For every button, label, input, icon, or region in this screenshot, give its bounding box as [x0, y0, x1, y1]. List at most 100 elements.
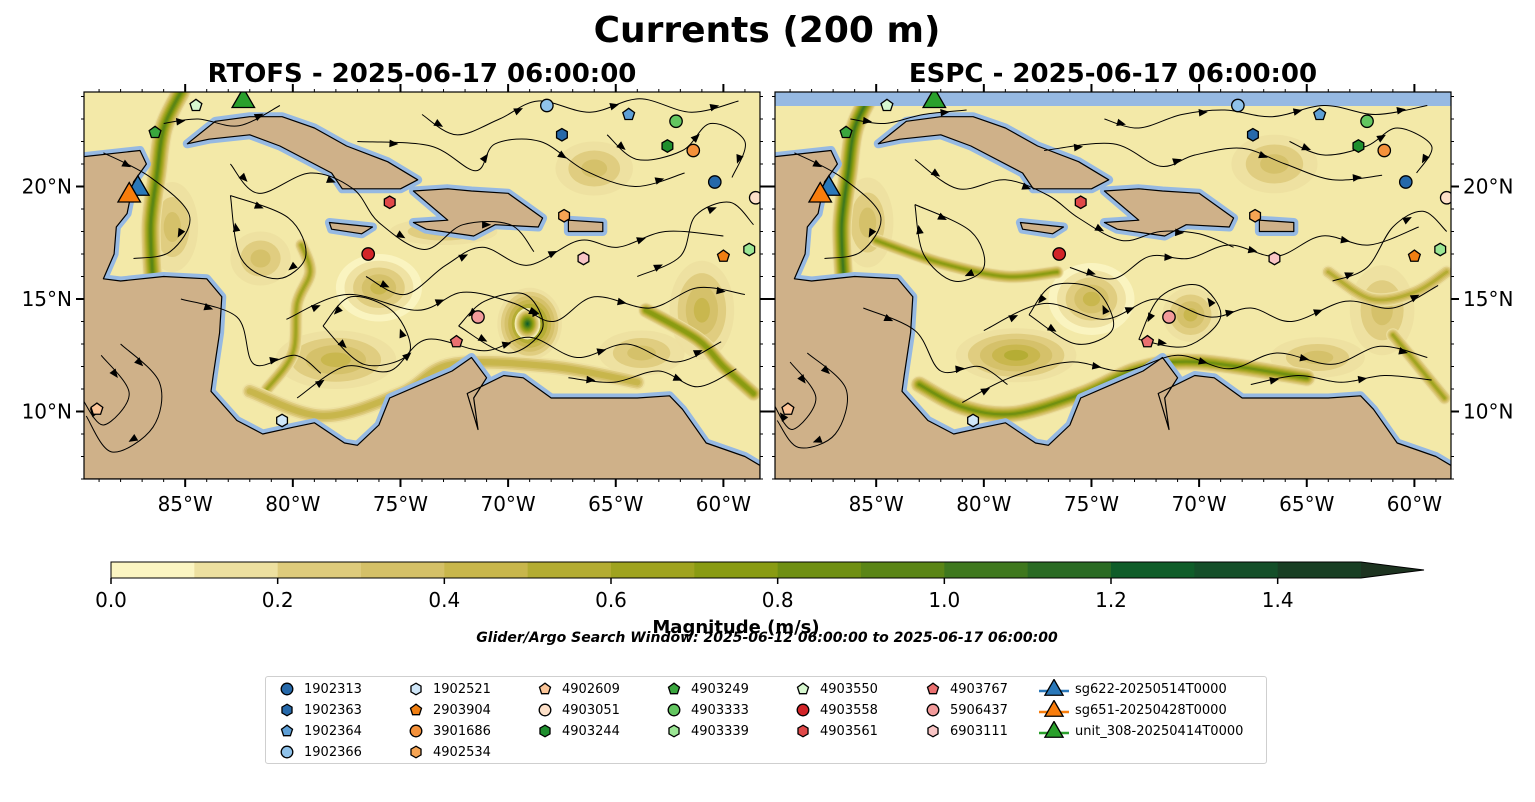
- streamline-arrow: [654, 177, 665, 185]
- legend-label: 4903051: [562, 702, 620, 718]
- rtofs-map-layer: [84, 92, 760, 479]
- legend-label: 1902366: [304, 744, 362, 760]
- colorbar-bin: [194, 562, 279, 578]
- streamline-arrow: [1313, 309, 1323, 317]
- streamline-arrow: [1247, 245, 1258, 254]
- legend-item-sg622-20250514T0000: sg622-20250514T0000: [1039, 679, 1227, 699]
- lon-tick-label: 65°W: [588, 492, 643, 516]
- legend-label: 1902364: [304, 723, 362, 739]
- land-polygon: [84, 149, 760, 479]
- legend-item-6903111: 6903111: [922, 721, 1008, 741]
- streamline-arrow: [531, 307, 540, 318]
- speed-eddy-band: [1082, 291, 1101, 307]
- streamline-arrow: [868, 227, 877, 238]
- streamline-arrow: [1038, 294, 1047, 304]
- legend-marker: [410, 682, 422, 696]
- streamline-arrow: [128, 434, 139, 442]
- streamline-arrow: [1008, 315, 1019, 323]
- search-window-note: Glider/Argo Search Window: 2025-06-12 06…: [476, 630, 1058, 646]
- streamline-arrow: [269, 357, 279, 365]
- legend-item-4902534: 4902534: [405, 742, 491, 762]
- lon-tick-label: 70°W: [480, 492, 535, 516]
- land-polygon: [1103, 188, 1235, 237]
- streamline-arrow: [547, 250, 558, 259]
- colorbar-tick-label: 0.4: [428, 588, 460, 612]
- streamline-arrow: [557, 150, 567, 159]
- legend-item-1902363: 1902363: [276, 700, 362, 720]
- platform-marker-1902363: [555, 127, 568, 142]
- pentagon-legend-swatch: [409, 703, 423, 716]
- legend-label: 3901686: [433, 723, 491, 739]
- platform-marker-4903244: [661, 139, 674, 153]
- streamline-arrow: [177, 227, 186, 238]
- legend-item-2903904: 2903904: [405, 700, 491, 720]
- legend-marker: [796, 703, 810, 717]
- streamline: [357, 138, 685, 188]
- legend-marker: [280, 724, 294, 737]
- colorbar-bin: [777, 562, 862, 578]
- streamline-arrow: [672, 373, 683, 381]
- platform-marker-4903244: [1352, 139, 1365, 153]
- streamline: [322, 295, 411, 367]
- streamline-arrow: [709, 103, 720, 112]
- legend-marker: [796, 682, 810, 695]
- streamline-arrow: [1207, 297, 1216, 308]
- legend-item-4902609: 4902609: [534, 679, 620, 699]
- land-polygon: [775, 149, 1451, 479]
- land-polygon: [1019, 221, 1065, 235]
- legend-marker: [667, 703, 681, 717]
- circle-legend-swatch: [280, 745, 294, 759]
- streamline-arrow: [395, 230, 406, 239]
- hexagon-legend-swatch: [927, 724, 939, 738]
- legend-label: unit_308-20250414T0000: [1075, 723, 1244, 739]
- colorbar-bin: [1027, 562, 1112, 578]
- circle-legend-swatch: [538, 703, 552, 717]
- platform-legend: 1902313 1902363 1902364 1902366 1902521 29039…: [265, 676, 1267, 764]
- legend-marker: [280, 682, 294, 696]
- espc-map-layer: [775, 92, 1451, 479]
- legend-item-4903244: 4903244: [534, 721, 620, 741]
- pentagon-legend-swatch: [667, 682, 681, 695]
- streamline-arrow: [326, 175, 336, 183]
- platform-marker-4902534: [1249, 208, 1262, 223]
- lat-tick-label: 20°N: [1463, 175, 1513, 199]
- speed-eddy-band: [526, 322, 529, 325]
- streamline-arrow: [779, 412, 789, 422]
- figure-title: Currents (200 m): [594, 10, 941, 51]
- streamline: [230, 163, 535, 253]
- platform-marker-3901686: [686, 143, 701, 158]
- platform-marker-4902609: [781, 402, 795, 415]
- streamline: [84, 354, 130, 426]
- streamline-arrow: [916, 224, 924, 235]
- speed-jet-band: [644, 309, 755, 395]
- colorbar-bin: [1111, 562, 1195, 578]
- legend-marker: [1043, 700, 1065, 717]
- circle-legend-swatch: [926, 703, 940, 717]
- platform-marker-sg651-20250428T0000: [116, 181, 142, 203]
- legend-item-sg651-20250428T0000: sg651-20250428T0000: [1039, 700, 1227, 720]
- platform-marker-1902366: [540, 98, 554, 113]
- streamline-arrow: [930, 168, 941, 177]
- streamline-arrow: [1172, 158, 1182, 166]
- legend-label: 4902609: [562, 681, 620, 697]
- streamline-arrow: [434, 299, 445, 307]
- streamline-arrow: [399, 328, 407, 339]
- pentagon-legend-swatch: [538, 682, 552, 695]
- platform-marker-4903558: [1052, 247, 1067, 261]
- legend-marker: [1043, 721, 1065, 738]
- legend-item-5906437: 5906437: [922, 700, 1008, 720]
- legend-marker: [1043, 679, 1065, 696]
- platform-marker-1902366: [1231, 98, 1245, 113]
- legend-label: 4902534: [433, 744, 491, 760]
- platform-marker-4903333: [669, 114, 683, 129]
- streamline-arrow: [1147, 312, 1156, 323]
- streamline: [1028, 282, 1115, 345]
- legend-label: 2903904: [433, 702, 491, 718]
- legend-item-4903558: 4903558: [792, 700, 878, 720]
- platform-marker-6903111: [1268, 251, 1281, 266]
- streamline-arrow: [501, 341, 512, 349]
- streamline-arrow: [175, 118, 186, 126]
- platform-marker-4903051: [748, 190, 760, 205]
- speed-eddy-band: [1260, 154, 1289, 174]
- streamline-arrow: [310, 305, 321, 313]
